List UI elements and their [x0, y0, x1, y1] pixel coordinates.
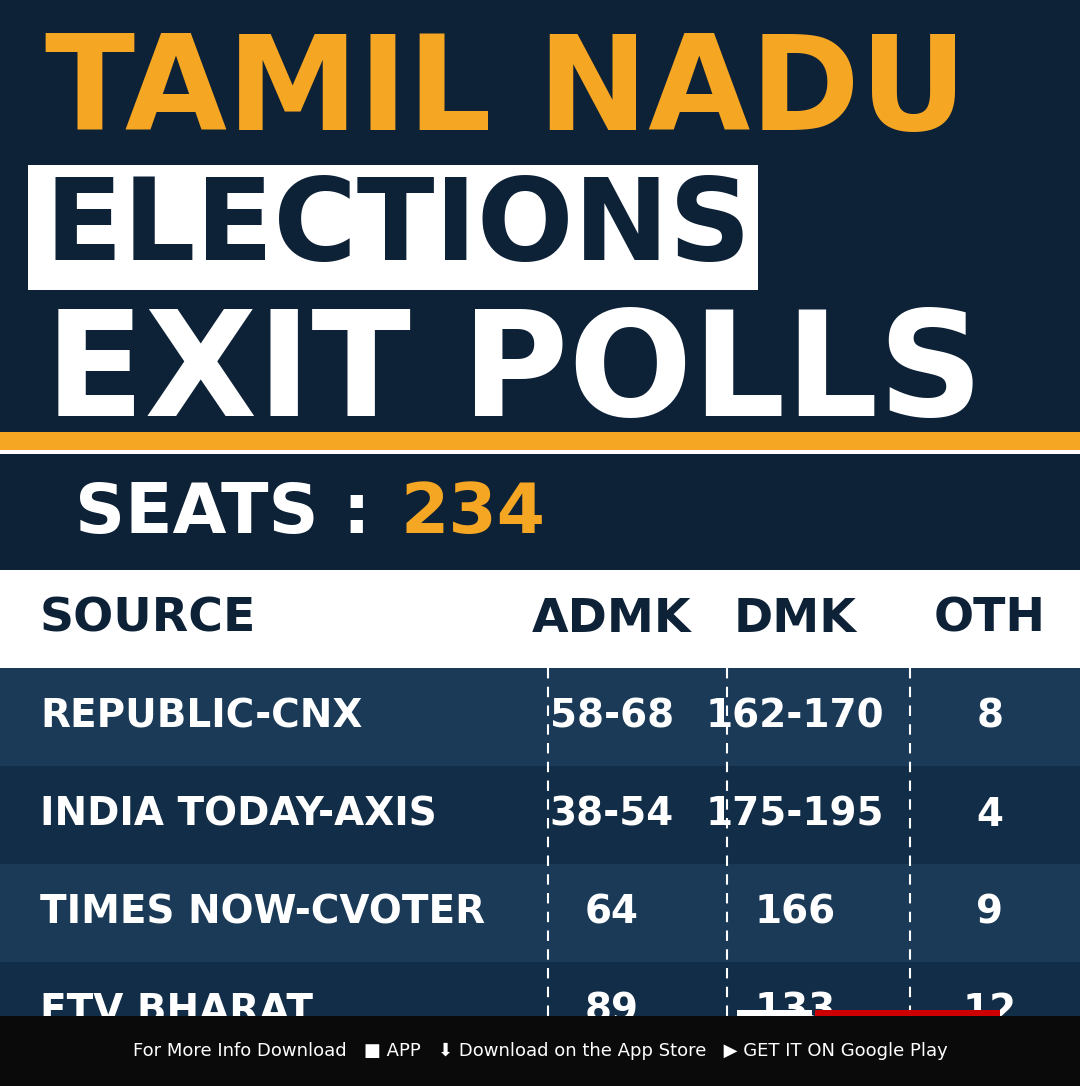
Text: 38-54: 38-54	[550, 796, 674, 834]
Text: 58-68: 58-68	[550, 698, 674, 736]
Bar	[0, 450, 1080, 454]
Bar	[0, 962, 1080, 1060]
Text: 89: 89	[585, 992, 639, 1030]
Bar	[815, 1010, 1000, 1048]
Bar	[28, 165, 758, 290]
Text: 162-170: 162-170	[705, 698, 885, 736]
Text: SEATS :: SEATS :	[76, 480, 395, 547]
Text: 12: 12	[963, 992, 1017, 1030]
Text: TAMIL NADU: TAMIL NADU	[45, 30, 967, 157]
Text: 175-195: 175-195	[705, 796, 885, 834]
Text: REPUBLIC-CNX: REPUBLIC-CNX	[40, 698, 363, 736]
Text: 4: 4	[976, 796, 1003, 834]
Text: SOURCE: SOURCE	[40, 596, 256, 642]
Text: 9: 9	[976, 894, 1003, 932]
Text: TIMES NOW-CVOTER: TIMES NOW-CVOTER	[40, 894, 485, 932]
Text: DMK: DMK	[733, 596, 856, 642]
Bar	[0, 570, 1080, 668]
Text: OTH: OTH	[934, 596, 1047, 642]
Bar	[737, 1010, 812, 1048]
Text: For More Info Download   ■ APP   ⬇ Download on the App Store   ▶ GET IT ON Googl: For More Info Download ■ APP ⬇ Download …	[133, 1041, 947, 1060]
Text: 133: 133	[754, 992, 836, 1030]
Text: 166: 166	[755, 894, 836, 932]
Bar	[0, 864, 1080, 962]
Text: 234: 234	[400, 480, 545, 547]
Text: GFX: GFX	[748, 1019, 799, 1039]
Bar	[0, 668, 1080, 766]
Text: ETV BHARAT: ETV BHARAT	[40, 992, 313, 1030]
Text: INDIA TODAY-AXIS: INDIA TODAY-AXIS	[40, 796, 436, 834]
Text: 8: 8	[976, 698, 1003, 736]
Bar	[0, 1016, 1080, 1086]
Bar	[0, 432, 1080, 450]
Text: 64: 64	[585, 894, 639, 932]
Text: ELECTIONS 2021: ELECTIONS 2021	[45, 173, 1080, 285]
Text: ADMK: ADMK	[532, 596, 692, 642]
Bar	[0, 766, 1080, 864]
Text: EXIT POLLS: EXIT POLLS	[45, 305, 983, 446]
Text: ETV BHARAT: ETV BHARAT	[839, 1020, 975, 1038]
